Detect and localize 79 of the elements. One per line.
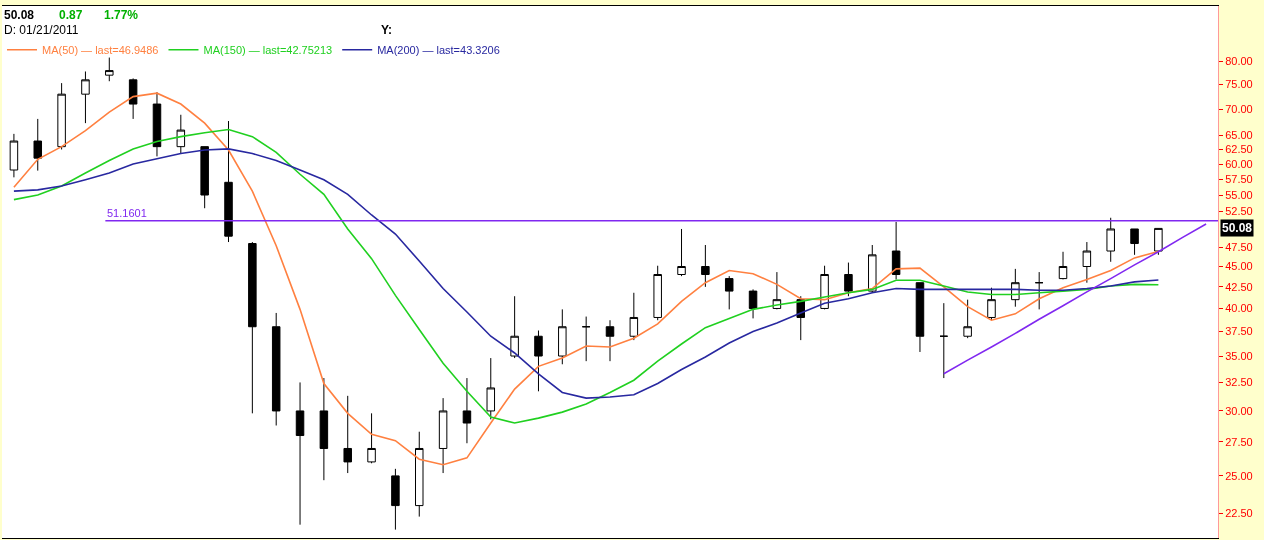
y-tick-label: 70.00	[1225, 102, 1253, 115]
candlestick	[1106, 217, 1115, 263]
candlestick	[81, 70, 90, 124]
candlestick	[939, 302, 949, 379]
line-series	[13, 148, 1160, 399]
y-tick-label: 80.00	[1225, 55, 1253, 68]
candlestick	[152, 91, 162, 157]
candlestick	[57, 82, 66, 150]
candlestick	[200, 146, 209, 209]
candlestick	[1130, 228, 1139, 256]
candlestick	[1058, 251, 1068, 280]
candlestick	[415, 431, 424, 518]
annotation: 1.77%	[104, 8, 139, 22]
candlestick	[224, 120, 233, 243]
candlestick	[701, 244, 710, 288]
candlestick	[605, 319, 615, 362]
candlestick	[724, 275, 734, 310]
candlestick	[510, 295, 519, 359]
candlestick	[653, 265, 662, 321]
y-tick-label: 60.00	[1225, 157, 1253, 170]
candlestick	[534, 330, 543, 392]
candlestick	[391, 468, 400, 531]
y-tick-label: 65.00	[1225, 129, 1253, 142]
annotation: 50.08	[1222, 221, 1253, 235]
candlestick	[319, 377, 329, 481]
y-tick-label: 47.50	[1225, 241, 1253, 254]
annotation: Y:	[381, 23, 393, 37]
candlestick	[1154, 227, 1163, 256]
candlestick	[295, 381, 305, 526]
y-tick-label: 42.50	[1225, 280, 1253, 293]
candlestick	[248, 241, 257, 414]
y-tick-label: 40.00	[1225, 302, 1253, 315]
candlestick	[176, 114, 186, 154]
legend-label: MA(150) — last=42.75213	[203, 44, 333, 57]
candlestick	[891, 221, 901, 280]
candlestick	[558, 308, 567, 365]
line-series	[13, 92, 1160, 466]
candlestick	[438, 397, 448, 474]
y-tick-label: 37.50	[1225, 325, 1253, 338]
y-tick-label: 45.00	[1225, 260, 1253, 273]
candlestick	[772, 271, 782, 310]
y-tick-label: 35.00	[1225, 349, 1253, 362]
y-tick-label: 57.50	[1225, 173, 1253, 186]
y-tick-label: 55.00	[1225, 188, 1253, 201]
candlestick	[343, 395, 352, 474]
candlestick	[844, 262, 853, 297]
candlestick	[748, 288, 758, 319]
y-tick-label: 32.50	[1225, 376, 1253, 389]
candlestick	[33, 118, 43, 172]
ref-line-label: 51.1601	[107, 207, 147, 219]
candlestick	[677, 228, 686, 277]
candlestick	[1034, 271, 1044, 310]
candlestick	[581, 316, 591, 362]
candlestick	[987, 287, 996, 321]
line-series	[13, 128, 1160, 424]
candlestick	[629, 292, 639, 341]
candlestick	[486, 357, 496, 420]
annotation: 50.08	[4, 8, 35, 22]
annotation: 0.87	[59, 8, 83, 22]
legend-label: MA(200) — last=43.3206	[377, 44, 500, 57]
y-tick-label: 52.50	[1225, 205, 1253, 218]
y-tick-label: 27.50	[1225, 435, 1253, 448]
annotation: D: 01/21/2011	[4, 23, 79, 37]
candlestick	[462, 377, 472, 444]
y-tick-label: 22.50	[1225, 507, 1253, 520]
candlestick	[105, 57, 114, 82]
legend-label: MA(50) — last=46.9486	[42, 44, 159, 57]
candlestick	[1082, 241, 1092, 284]
y-tick-label: 75.00	[1225, 78, 1253, 91]
candlestick	[367, 412, 376, 464]
candlestick	[963, 299, 972, 339]
y-tick-label: 62.50	[1225, 143, 1253, 156]
candlestick	[9, 133, 19, 178]
candlestick	[128, 77, 138, 120]
candlestick	[271, 312, 281, 426]
candlestick	[915, 282, 925, 353]
y-tick-label: 30.00	[1225, 404, 1253, 417]
y-tick-label: 25.00	[1225, 469, 1253, 482]
candlestick	[868, 244, 877, 294]
